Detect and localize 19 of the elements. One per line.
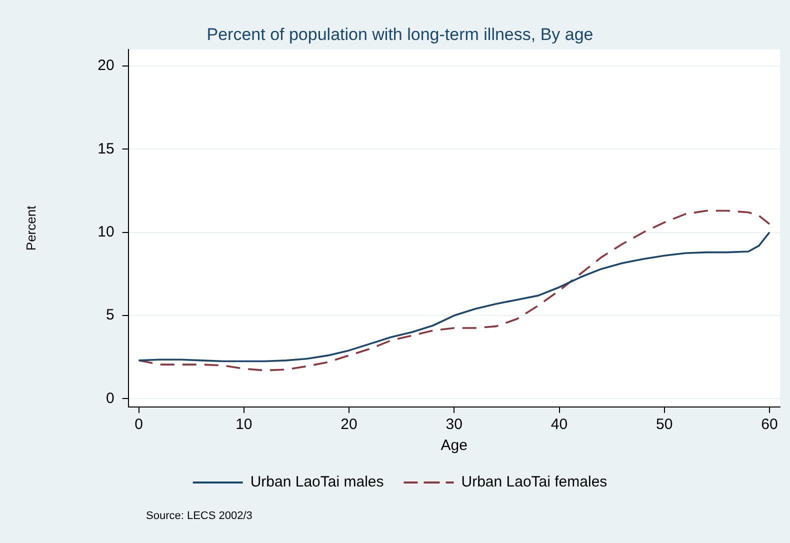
y-axis-title: Percent <box>23 205 38 251</box>
y-tick-label: 10 <box>98 224 114 240</box>
y-tick-label: 5 <box>106 306 114 324</box>
x-tick-label: 0 <box>134 416 143 434</box>
y-tick-label: 0 <box>106 390 114 407</box>
x-axis-title: Age <box>440 437 468 454</box>
y-tick-label: 20 <box>98 57 114 74</box>
source-note: Source: LECS 2002/3 <box>146 510 252 522</box>
legend-label: Urban LaoTai males <box>250 474 384 491</box>
x-tick-label: 10 <box>236 416 252 434</box>
legend-label: Urban LaoTai females <box>461 474 608 491</box>
x-tick-label: 30 <box>446 416 462 434</box>
y-tick-label: 15 <box>98 140 114 158</box>
x-tick-label: 60 <box>761 416 778 434</box>
x-tick-label: 20 <box>340 416 358 434</box>
x-tick-label: 50 <box>656 416 673 434</box>
line-series <box>138 210 770 372</box>
chart-title: Percent of population with long-term illness, By age <box>206 24 594 44</box>
x-tick-label: 40 <box>550 416 568 434</box>
